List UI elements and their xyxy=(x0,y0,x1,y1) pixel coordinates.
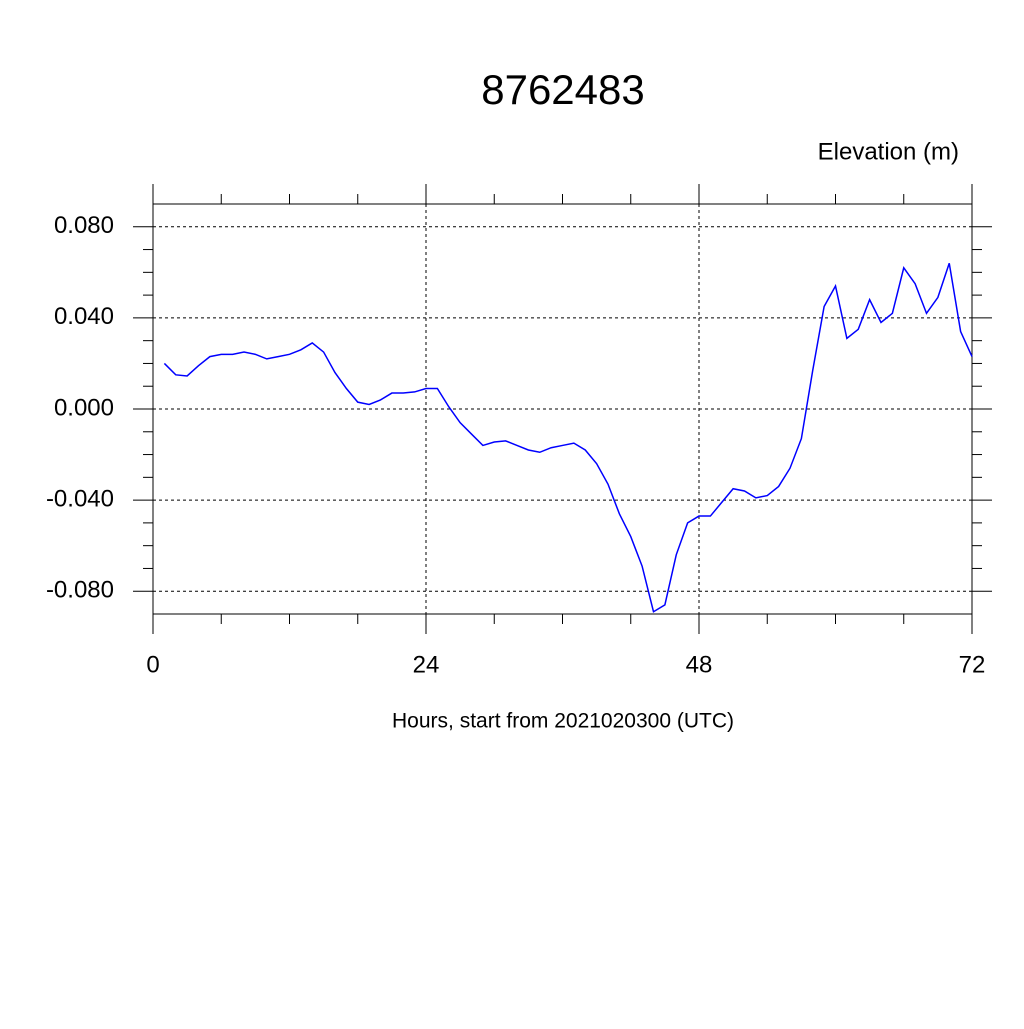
x-tick-label: 0 xyxy=(146,651,159,678)
y-axis-label: Elevation (m) xyxy=(818,138,959,165)
x-tick-label: 24 xyxy=(413,651,440,678)
y-tick-label: -0.080 xyxy=(46,577,114,604)
x-tick-label: 48 xyxy=(686,651,713,678)
x-axis-label: Hours, start from 2021020300 (UTC) xyxy=(392,710,734,733)
plot-frame xyxy=(152,203,973,615)
y-tick-label: 0.000 xyxy=(54,394,114,421)
x-tick-label: 72 xyxy=(959,651,986,678)
chart-title: 8762483 xyxy=(481,66,645,113)
y-tick-label: 0.040 xyxy=(54,303,114,330)
y-tick-label: -0.040 xyxy=(46,485,114,512)
y-tick-label: 0.080 xyxy=(54,212,114,239)
data-line xyxy=(163,262,973,613)
